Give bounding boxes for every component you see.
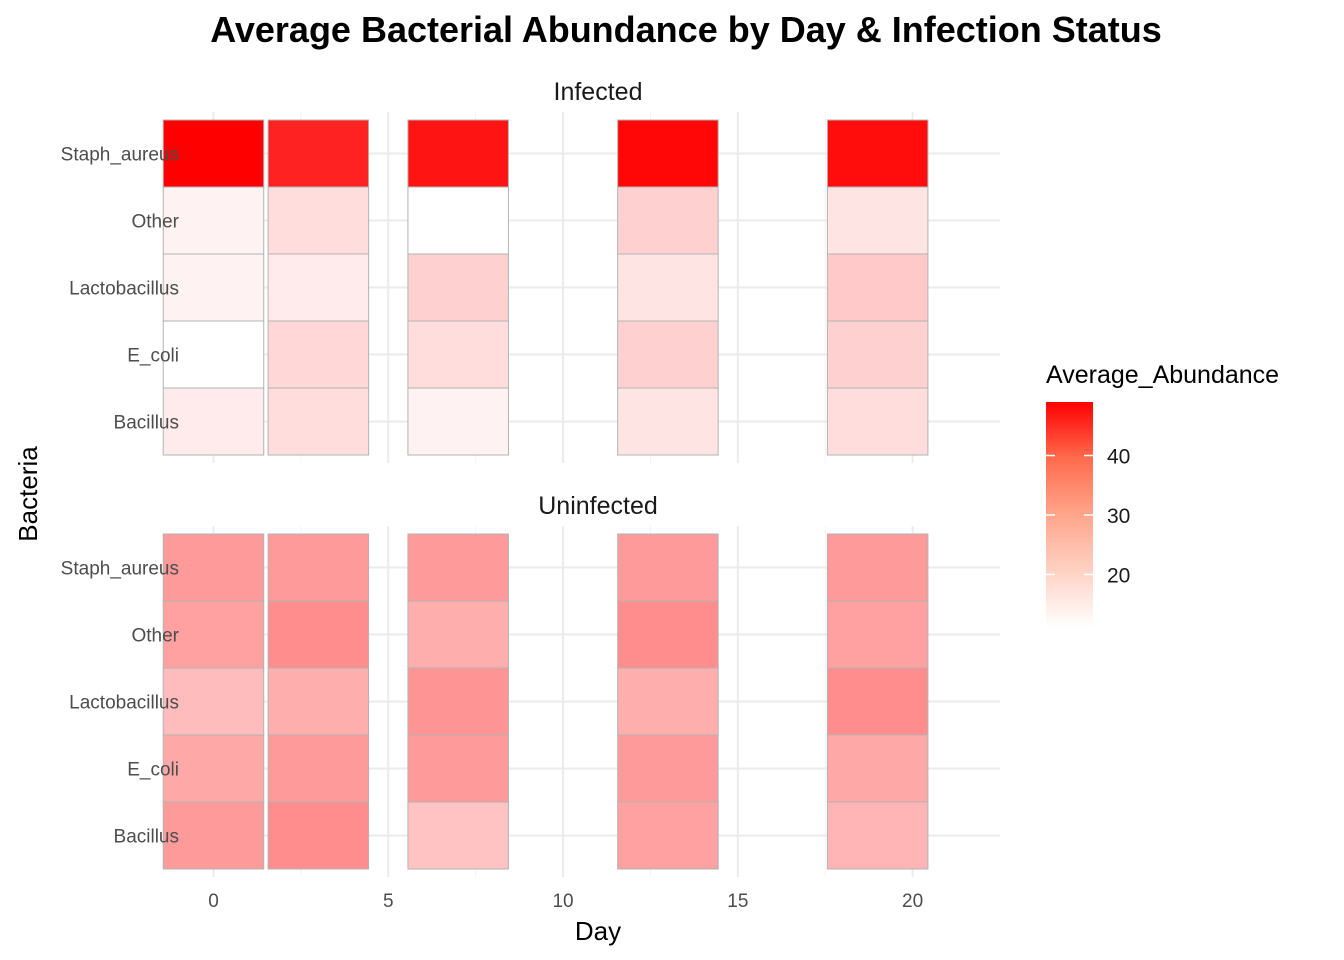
legend-title: Average_Abundance <box>1046 361 1279 389</box>
heatmap-tile <box>826 253 929 322</box>
y-tick-label: Lactobacillus <box>69 693 179 714</box>
heatmap-tile <box>267 533 370 602</box>
heatmap-tile <box>826 801 929 870</box>
heatmap-tile <box>617 600 719 669</box>
heatmap-tile <box>826 186 929 255</box>
heatmap-tile <box>407 801 509 870</box>
heatmap-tile <box>407 533 509 602</box>
facet-label: Uninfected <box>538 492 658 520</box>
heatmap-tile <box>407 253 509 322</box>
heatmap-tile <box>162 533 265 602</box>
legend-label: 20 <box>1107 564 1130 587</box>
y-tick-label: Other <box>131 626 179 647</box>
heatmap-tile <box>162 801 265 870</box>
heatmap-tile <box>162 667 265 736</box>
heatmap-tile <box>407 320 509 389</box>
heatmap-tile <box>617 186 719 255</box>
y-tick-label: Bacillus <box>114 413 179 434</box>
x-axis-title: Day <box>575 916 621 946</box>
heatmap-tile <box>617 667 719 736</box>
x-tick-label: 5 <box>383 891 394 912</box>
x-tick-label: 10 <box>552 891 573 912</box>
heatmap-tile <box>826 734 929 803</box>
heatmap-tile <box>162 600 265 669</box>
y-tick-label: Bacillus <box>114 827 179 848</box>
legend-label: 40 <box>1107 446 1130 469</box>
heatmap-tile <box>267 801 370 870</box>
heatmap-tile <box>162 119 265 188</box>
y-tick-label: E_coli <box>127 760 179 781</box>
heatmap-tile <box>267 320 370 389</box>
heatmap-tile <box>826 320 929 389</box>
heatmap-tile <box>617 387 719 456</box>
heatmap-tile <box>267 734 370 803</box>
chart-title: Average Bacterial Abundance by Day & Inf… <box>210 9 1162 50</box>
heatmap-tile <box>617 533 719 602</box>
x-tick-label: 15 <box>727 891 748 912</box>
y-tick-label: Lactobacillus <box>69 279 179 300</box>
heatmap-tile <box>162 387 265 456</box>
y-tick-label: E_coli <box>127 346 179 367</box>
heatmap-tile <box>617 320 719 389</box>
heatmap-tile <box>407 600 509 669</box>
x-tick-label: 20 <box>902 891 923 912</box>
heatmap-tile <box>162 253 265 322</box>
legend-label: 30 <box>1107 505 1130 528</box>
heatmap-tile <box>407 119 509 188</box>
heatmap-tile <box>162 186 265 255</box>
heatmap-tile <box>617 253 719 322</box>
heatmap-tile <box>267 600 370 669</box>
heatmap-tile <box>162 320 265 389</box>
heatmap-tile <box>267 387 370 456</box>
heatmap-tile <box>407 387 509 456</box>
heatmap-tile <box>617 734 719 803</box>
heatmap-tile <box>826 667 929 736</box>
y-tick-label: Staph_aureus <box>61 559 179 580</box>
x-tick-label: 0 <box>208 891 219 912</box>
heatmap-tile <box>267 186 370 255</box>
heatmap-tile <box>826 387 929 456</box>
heatmap-tile <box>267 119 370 188</box>
heatmap-tile <box>407 186 509 255</box>
heatmap-tile <box>162 734 265 803</box>
legend: 20 30 40 <box>1046 446 1130 587</box>
heatmap-tile <box>407 667 509 736</box>
plot-area: Infected Bacillus E_coli Lactobacillus Other… <box>61 78 1000 912</box>
heatmap-tile <box>617 119 719 188</box>
heatmap-tile <box>826 600 929 669</box>
heatmap-tile <box>267 667 370 736</box>
heatmap-tile <box>407 734 509 803</box>
heatmap-tile <box>826 119 929 188</box>
heatmap-tile <box>826 533 929 602</box>
heatmap-tile <box>617 801 719 870</box>
facet-label: Infected <box>554 78 643 106</box>
y-tick-label: Other <box>131 212 179 233</box>
y-tick-label: Staph_aureus <box>61 145 179 166</box>
y-axis-title: Bacteria <box>13 446 43 542</box>
heatmap-tile <box>267 253 370 322</box>
